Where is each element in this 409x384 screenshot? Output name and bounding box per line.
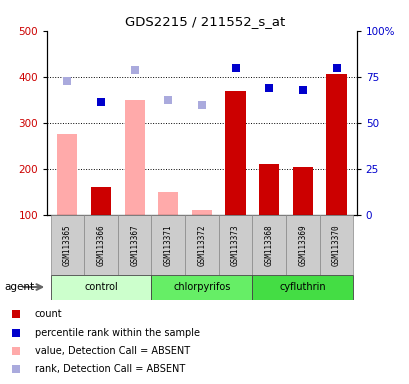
Text: GSM113371: GSM113371 xyxy=(163,224,172,266)
FancyBboxPatch shape xyxy=(151,275,252,300)
Bar xyxy=(158,192,178,215)
Text: GSM113373: GSM113373 xyxy=(231,224,240,266)
Text: GSM113367: GSM113367 xyxy=(130,224,139,266)
Text: count: count xyxy=(34,309,62,319)
Text: GSM113369: GSM113369 xyxy=(298,224,307,266)
Bar xyxy=(258,164,279,215)
Text: GDS2215 / 211552_s_at: GDS2215 / 211552_s_at xyxy=(125,15,284,28)
FancyBboxPatch shape xyxy=(319,215,353,275)
FancyBboxPatch shape xyxy=(50,275,151,300)
FancyBboxPatch shape xyxy=(184,215,218,275)
Bar xyxy=(57,134,77,215)
FancyBboxPatch shape xyxy=(117,215,151,275)
Text: GSM113368: GSM113368 xyxy=(264,224,273,266)
Text: GSM113366: GSM113366 xyxy=(96,224,105,266)
Text: agent: agent xyxy=(4,282,34,292)
Bar xyxy=(292,167,312,215)
Text: control: control xyxy=(84,282,117,292)
Text: GSM113370: GSM113370 xyxy=(331,224,340,266)
Text: percentile rank within the sample: percentile rank within the sample xyxy=(34,328,199,338)
Text: rank, Detection Call = ABSENT: rank, Detection Call = ABSENT xyxy=(34,364,184,374)
Bar xyxy=(225,91,245,215)
FancyBboxPatch shape xyxy=(252,215,285,275)
Text: chlorpyrifos: chlorpyrifos xyxy=(173,282,230,292)
FancyBboxPatch shape xyxy=(151,215,184,275)
FancyBboxPatch shape xyxy=(84,215,117,275)
Bar xyxy=(326,74,346,215)
FancyBboxPatch shape xyxy=(252,275,353,300)
Text: GSM113365: GSM113365 xyxy=(63,224,72,266)
Bar xyxy=(124,100,144,215)
FancyBboxPatch shape xyxy=(218,215,252,275)
Text: GSM113372: GSM113372 xyxy=(197,224,206,266)
Text: cyfluthrin: cyfluthrin xyxy=(279,282,326,292)
FancyBboxPatch shape xyxy=(285,215,319,275)
Text: value, Detection Call = ABSENT: value, Detection Call = ABSENT xyxy=(34,346,189,356)
Bar xyxy=(191,210,211,215)
FancyBboxPatch shape xyxy=(50,215,84,275)
Bar xyxy=(91,187,111,215)
